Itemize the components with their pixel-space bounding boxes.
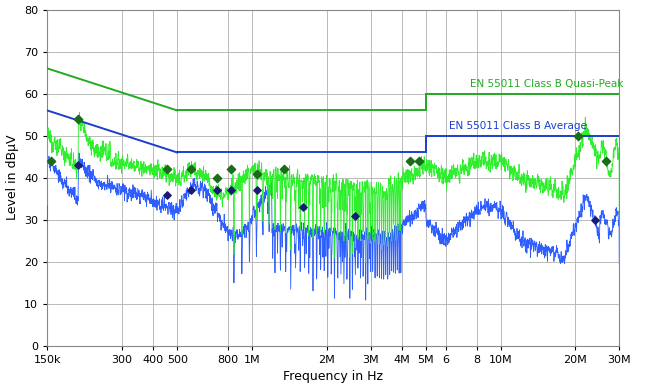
Point [600,158,611,164]
Point [212,175,222,181]
Point [46,158,56,164]
Point [186,187,197,193]
Point [280,166,290,172]
Point [225,166,236,172]
Text: EN 55011 Class B Quasi-Peak: EN 55011 Class B Quasi-Peak [470,79,623,89]
Point [350,212,360,219]
Point [212,187,222,193]
Text: EN 55011 Class B Average: EN 55011 Class B Average [449,121,587,131]
X-axis label: Frequency in Hz: Frequency in Hz [283,370,383,384]
Point [225,187,236,193]
Point [73,162,83,168]
Point [252,170,263,177]
Point [414,158,424,164]
Point [404,158,415,164]
Point [252,187,263,193]
Point [590,217,600,223]
Point [162,166,172,172]
Point [73,116,83,122]
Y-axis label: Level in dBμV: Level in dBμV [6,135,19,221]
Point [162,191,172,198]
Point [573,133,584,139]
Point [298,204,308,210]
Point [186,166,197,172]
